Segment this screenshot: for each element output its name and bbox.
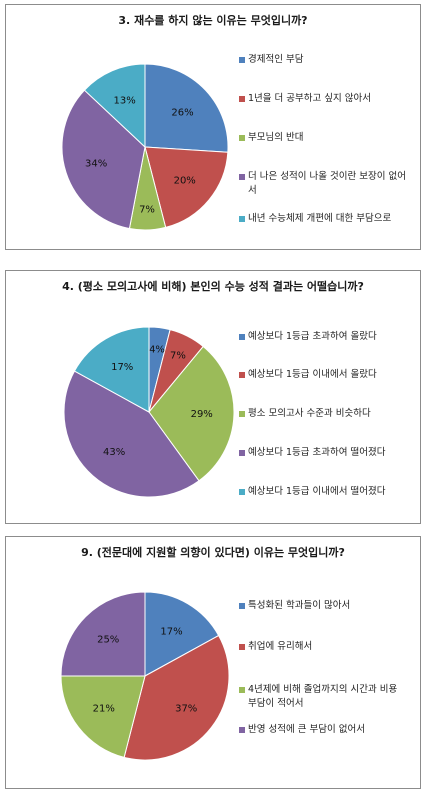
- chart-panel-q3: 3. 재수를 하지 않는 이유는 무엇입니까? 26% 20% 7% 34% 13% 경…: [5, 4, 421, 250]
- chart-title: 9. (전문대에 지원할 의향이 있다면) 이유는 무엇입니까?: [81, 546, 345, 559]
- data-label: 13%: [113, 95, 135, 106]
- legend-item: 반영 성적에 큰 부담이 없어서: [239, 723, 419, 737]
- data-label: 4%: [149, 344, 165, 355]
- legend-swatch: [239, 411, 245, 417]
- legend-label: 특성화된 학과들이 많아서: [248, 600, 351, 611]
- data-label: 21%: [93, 703, 115, 714]
- pie-slice: [63, 370, 200, 498]
- data-label: 29%: [191, 409, 213, 420]
- legend-swatch: [239, 372, 245, 378]
- legend-swatch: [239, 603, 245, 609]
- legend-swatch: [239, 450, 245, 456]
- pie-slice: [60, 675, 146, 758]
- legend-item: 예상보다 1등급 초과하여 떨어졌다: [239, 446, 419, 460]
- legend-swatch: [239, 96, 245, 102]
- pie-chart: 17% 37% 21% 25%: [60, 591, 230, 761]
- data-label: 26%: [171, 107, 193, 118]
- pie-slice: [83, 63, 146, 149]
- legend-label: 부모님의 반대: [248, 132, 304, 143]
- legend-item: 경제적인 부담: [239, 53, 419, 67]
- pie-slice: [144, 146, 229, 228]
- legend-swatch: [239, 216, 245, 222]
- legend-label: 취업에 유리해서: [248, 641, 313, 652]
- legend-swatch: [239, 489, 245, 495]
- legend-label: 예상보다 1등급 초과하여 떨어졌다: [248, 447, 386, 458]
- legend-label: 1년을 더 공부하고 싶지 않아서: [248, 93, 372, 104]
- legend-item: 예상보다 1등급 이내에서 떨어졌다: [239, 485, 419, 499]
- chart-title: 3. 재수를 하지 않는 이유는 무엇입니까?: [118, 14, 308, 27]
- legend-label: 내년 수능체제 개편에 대한 부담으로: [248, 213, 392, 224]
- legend-label: 예상보다 1등급 이내에서 떨어졌다: [248, 486, 386, 497]
- data-label: 43%: [103, 447, 125, 458]
- data-label: 25%: [97, 635, 119, 646]
- data-label: 7%: [170, 351, 186, 362]
- legend-swatch: [239, 135, 245, 141]
- pie-slice: [123, 634, 230, 761]
- legend-label: 예상보다 1등급 이내에서 올랐다: [248, 369, 377, 380]
- legend-item: 더 나은 성적이 나올 것이란 보장이 없어서: [239, 170, 419, 198]
- legend-item: 부모님의 반대: [239, 131, 419, 145]
- legend-item: 4년제에 비해 졸업까지의 시간과 비용 부담이 적어서: [239, 683, 419, 711]
- legend-label: 더 나은 성적이 나올 것이란 보장이 없어서: [248, 171, 406, 196]
- legend-swatch: [239, 644, 245, 650]
- pie-chart: 4% 7% 29% 43% 17%: [63, 326, 235, 498]
- legend-item: 내년 수능체제 개편에 대한 부담으로: [239, 212, 419, 226]
- pie-slice: [73, 326, 150, 413]
- data-label: 17%: [111, 362, 133, 373]
- legend-label: 경제적인 부담: [248, 54, 304, 65]
- legend-item: 취업에 유리해서: [239, 640, 419, 654]
- pie-slice: [60, 591, 146, 677]
- legend-swatch: [239, 57, 245, 63]
- chart-panel-q9: 9. (전문대에 지원할 의향이 있다면) 이유는 무엇입니까? 17% 37% 2…: [5, 536, 421, 789]
- legend-label: 예상보다 1등급 초과하여 올랐다: [248, 331, 377, 342]
- pie-chart: 26% 20% 7% 34% 13%: [61, 63, 229, 231]
- chart-title: 4. (평소 모의고사에 비해) 본인의 수능 성적 결과는 어떨습니까?: [62, 280, 364, 293]
- legend-swatch: [239, 687, 245, 693]
- data-label: 34%: [85, 158, 107, 169]
- pie-slice: [144, 591, 220, 677]
- legend-item: 1년을 더 공부하고 싶지 않아서: [239, 92, 419, 106]
- chart-panel-q4: 4. (평소 모의고사에 비해) 본인의 수능 성적 결과는 어떨습니까? 4%…: [5, 270, 421, 524]
- legend-item: 특성화된 학과들이 많아서: [239, 599, 419, 613]
- data-label: 17%: [160, 627, 182, 638]
- pie-slice: [148, 345, 235, 482]
- data-label: 37%: [175, 703, 197, 714]
- legend-item: 예상보다 1등급 초과하여 올랐다: [239, 330, 419, 344]
- legend-swatch: [239, 727, 245, 733]
- legend-label: 평소 모의고사 수준과 비슷하다: [248, 408, 371, 419]
- legend-item: 평소 모의고사 수준과 비슷하다: [239, 407, 419, 421]
- data-label: 7%: [139, 205, 155, 216]
- data-label: 20%: [174, 175, 196, 186]
- legend-swatch: [239, 334, 245, 340]
- legend-swatch: [239, 174, 245, 180]
- pie-slice: [61, 89, 146, 230]
- pie-slice: [144, 63, 229, 153]
- legend-label: 4년제에 비해 졸업까지의 시간과 비용 부담이 적어서: [248, 684, 398, 709]
- legend-label: 반영 성적에 큰 부담이 없어서: [248, 724, 365, 735]
- legend-item: 예상보다 1등급 이내에서 올랐다: [239, 368, 419, 382]
